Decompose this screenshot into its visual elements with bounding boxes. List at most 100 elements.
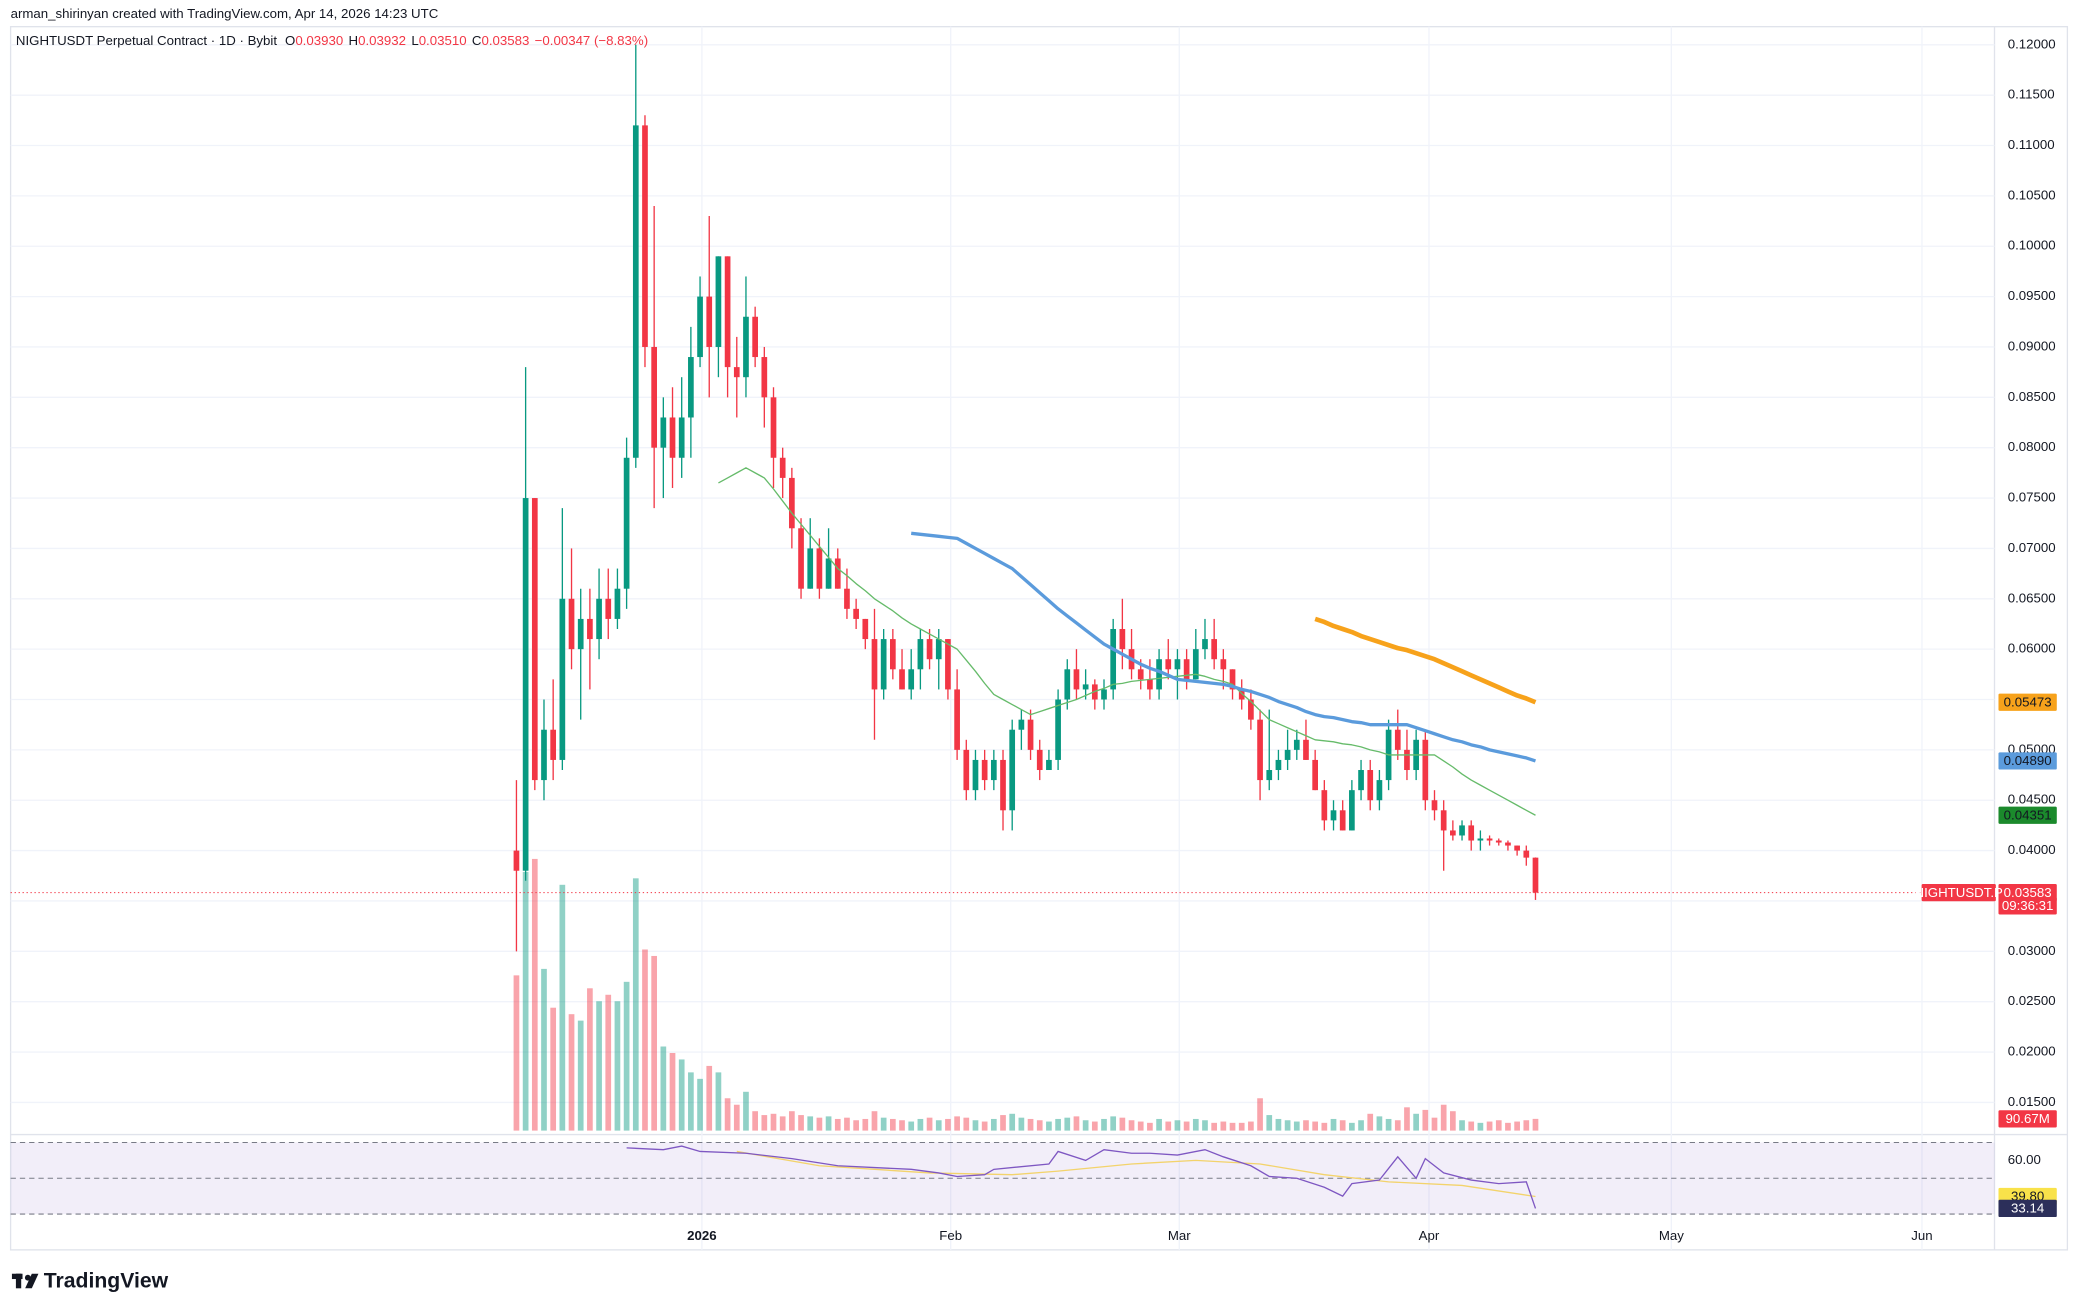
volume-bar	[596, 1001, 602, 1131]
volume-tag: 90.67M	[2006, 1111, 2050, 1126]
volume-bar	[1459, 1120, 1465, 1131]
ohlc-key: H	[349, 33, 359, 48]
volume-bar	[1110, 1116, 1117, 1131]
ohlc-value: 0.03932	[358, 33, 406, 48]
candle-body	[1018, 719, 1025, 730]
volume-bar	[706, 1065, 713, 1131]
candle-body	[1036, 749, 1043, 771]
volume-bar	[862, 1118, 869, 1131]
volume-bar	[1330, 1118, 1337, 1131]
candle-body	[1257, 719, 1263, 781]
candle-body	[669, 417, 676, 458]
candle-body	[844, 588, 850, 609]
candle-body	[1110, 628, 1117, 690]
volume-bar	[954, 1116, 960, 1131]
x-tick-label: Mar	[1168, 1228, 1191, 1243]
candle-body	[688, 357, 694, 418]
symbol-tag-bg	[1921, 883, 1996, 902]
volume-bar	[990, 1118, 997, 1131]
volume-bar	[853, 1120, 859, 1131]
volume-bar	[1321, 1122, 1328, 1131]
candle-body	[577, 618, 584, 650]
candle-body	[1477, 838, 1484, 841]
rsi-ma-line	[736, 1150, 1536, 1198]
volume-bar	[1229, 1122, 1236, 1131]
candle-body	[798, 528, 804, 589]
volume-bar	[541, 968, 547, 1131]
volume-bar	[1009, 1113, 1016, 1131]
y-tick-label: 0.01500	[2008, 1094, 2056, 1109]
y-tick-label: 0.12000	[2008, 36, 2056, 51]
candle-body	[743, 316, 749, 378]
volume-bar	[1101, 1118, 1107, 1131]
candle-body	[972, 759, 979, 791]
volume-bar	[1486, 1121, 1493, 1131]
candle-body	[1349, 790, 1355, 831]
credit: arman_shirinyan created with TradingView…	[11, 6, 439, 21]
candle-body	[1505, 842, 1511, 846]
candle-body	[1404, 749, 1410, 771]
volume-bar	[1082, 1120, 1089, 1131]
volume-bar	[1532, 1118, 1539, 1131]
volume-bar	[1468, 1121, 1475, 1131]
candle-body	[596, 598, 602, 640]
candle-body	[1165, 659, 1172, 670]
volume-bar	[752, 1111, 758, 1131]
candle-body	[1137, 669, 1144, 680]
volume-bar	[559, 884, 566, 1131]
volume-bar	[1165, 1121, 1172, 1131]
volume-bar	[1293, 1121, 1300, 1131]
candle-body	[963, 749, 970, 791]
rsi-line	[626, 1145, 1537, 1209]
candle-body	[522, 498, 529, 871]
volume-bar	[513, 975, 520, 1131]
ohlc-value: 0.03510	[419, 33, 467, 48]
volume-bar	[587, 988, 593, 1131]
candle-body	[1303, 739, 1309, 760]
candle-body	[1532, 857, 1539, 893]
candle-body	[890, 639, 896, 670]
ohlc-value: 0.03583	[481, 33, 529, 48]
volume-bar	[678, 1059, 685, 1131]
line-tag: 0.04890	[2004, 753, 2052, 768]
candle-body	[954, 689, 960, 750]
volume-bar	[715, 1072, 722, 1131]
candle-body	[789, 477, 795, 529]
volume-bar	[1339, 1120, 1346, 1131]
volume-bar	[1073, 1116, 1080, 1131]
volume-bar	[1422, 1109, 1429, 1131]
y-tick-label: 0.09500	[2008, 288, 2056, 303]
symbol-title: NIGHTUSDT Perpetual Contract · 1D · Bybi…	[16, 33, 277, 48]
candle-body	[807, 548, 814, 589]
candle-body	[733, 367, 740, 378]
volume-bar	[1027, 1118, 1034, 1131]
volume-bar	[981, 1121, 988, 1131]
candle-body	[697, 296, 703, 358]
volume-bar	[1284, 1120, 1291, 1131]
candle-body	[1422, 739, 1429, 801]
y-tick-label: 0.04000	[2008, 842, 2056, 857]
candle-body	[853, 608, 859, 619]
volume-bar	[688, 1072, 694, 1131]
countdown-tag: 09:36:31	[2002, 898, 2054, 913]
candle-body	[1376, 780, 1383, 801]
line-tag-bg	[1998, 806, 2057, 824]
volume-bar	[1275, 1118, 1282, 1131]
candle-body	[871, 639, 878, 690]
volume-bar	[724, 1098, 731, 1131]
frame	[9, 26, 2069, 1251]
volume-bar	[789, 1111, 795, 1131]
volume-bar	[880, 1117, 887, 1131]
candle-body	[917, 639, 924, 670]
volume-bar	[1358, 1120, 1364, 1131]
volume-bar	[1220, 1121, 1227, 1131]
candle-body	[761, 357, 768, 398]
y-tick-label: 0.04500	[2008, 792, 2056, 807]
candle-body	[1486, 838, 1493, 841]
candle-body	[614, 588, 621, 619]
volume-bar	[1192, 1118, 1199, 1131]
candle-body	[926, 639, 933, 660]
candle-body	[908, 669, 915, 690]
candle-body	[715, 256, 722, 347]
